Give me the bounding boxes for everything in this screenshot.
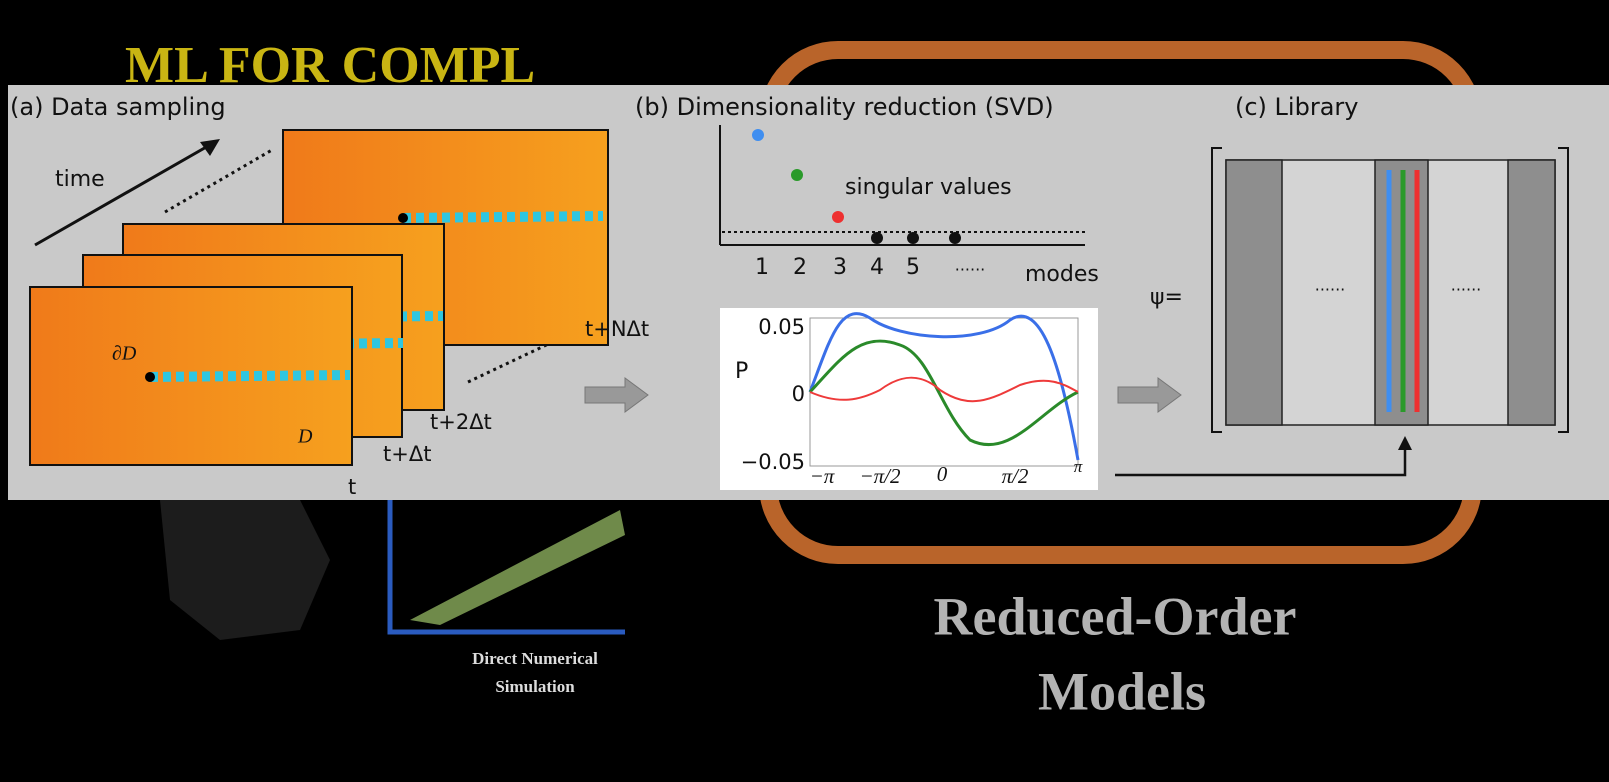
mode-number: 5 bbox=[906, 255, 920, 280]
x-tick-label: −π/2 bbox=[859, 464, 901, 488]
y-tick-label: 0.05 bbox=[758, 315, 805, 339]
caption-line: Simulation bbox=[495, 677, 575, 696]
x-tick-label: −π bbox=[810, 464, 835, 488]
frame-label: t+Δt bbox=[383, 442, 431, 466]
sv-dot bbox=[832, 211, 844, 223]
mode-number: 2 bbox=[793, 255, 807, 280]
x-tick-label: π/2 bbox=[1002, 464, 1029, 488]
frame-label: t+NΔt bbox=[585, 317, 649, 341]
boundary-label: ∂D bbox=[112, 343, 137, 365]
sv-dot bbox=[949, 232, 961, 244]
matrix-column bbox=[1508, 160, 1555, 425]
matrix-column bbox=[1226, 160, 1282, 425]
domain-label: D bbox=[297, 426, 313, 448]
psi-label: ψ= bbox=[1150, 285, 1183, 310]
x-tick-label: 0 bbox=[937, 462, 948, 486]
page: ML FOR COMPL Direct Numerical Simulation… bbox=[0, 0, 1609, 782]
screenshot: ML FOR COMPL Direct Numerical Simulation… bbox=[0, 0, 1609, 782]
sv-dot bbox=[871, 232, 883, 244]
frame-label: t bbox=[348, 475, 356, 499]
panel-title: (b) Dimensionality reduction (SVD) bbox=[635, 93, 1054, 121]
modes-label: modes bbox=[1025, 262, 1099, 287]
sv-dot bbox=[752, 129, 764, 141]
mode-number: 4 bbox=[870, 255, 884, 280]
mode-number: ...... bbox=[955, 256, 986, 275]
frame-label: t+2Δt bbox=[430, 410, 492, 434]
y-tick-label: −0.05 bbox=[741, 450, 805, 474]
ellipsis: ...... bbox=[1451, 276, 1482, 295]
ellipsis: ...... bbox=[1315, 276, 1346, 295]
sv-dot bbox=[791, 169, 803, 181]
x-tick-label: π bbox=[1074, 457, 1083, 476]
mode-number: 1 bbox=[755, 255, 769, 280]
y-tick-label: 0 bbox=[792, 382, 805, 406]
subtitle-line: Models bbox=[1038, 661, 1206, 721]
sv-label: singular values bbox=[845, 175, 1012, 200]
mode-number: 3 bbox=[833, 255, 847, 280]
axis-label: P bbox=[735, 359, 748, 384]
caption-line: Direct Numerical bbox=[472, 649, 598, 668]
subtitle-line: Reduced-Order bbox=[934, 586, 1297, 646]
sv-dot bbox=[907, 232, 919, 244]
time-label: time bbox=[55, 167, 105, 192]
panel-title: (c) Library bbox=[1235, 93, 1358, 121]
panel-title: (a) Data sampling bbox=[10, 93, 226, 121]
